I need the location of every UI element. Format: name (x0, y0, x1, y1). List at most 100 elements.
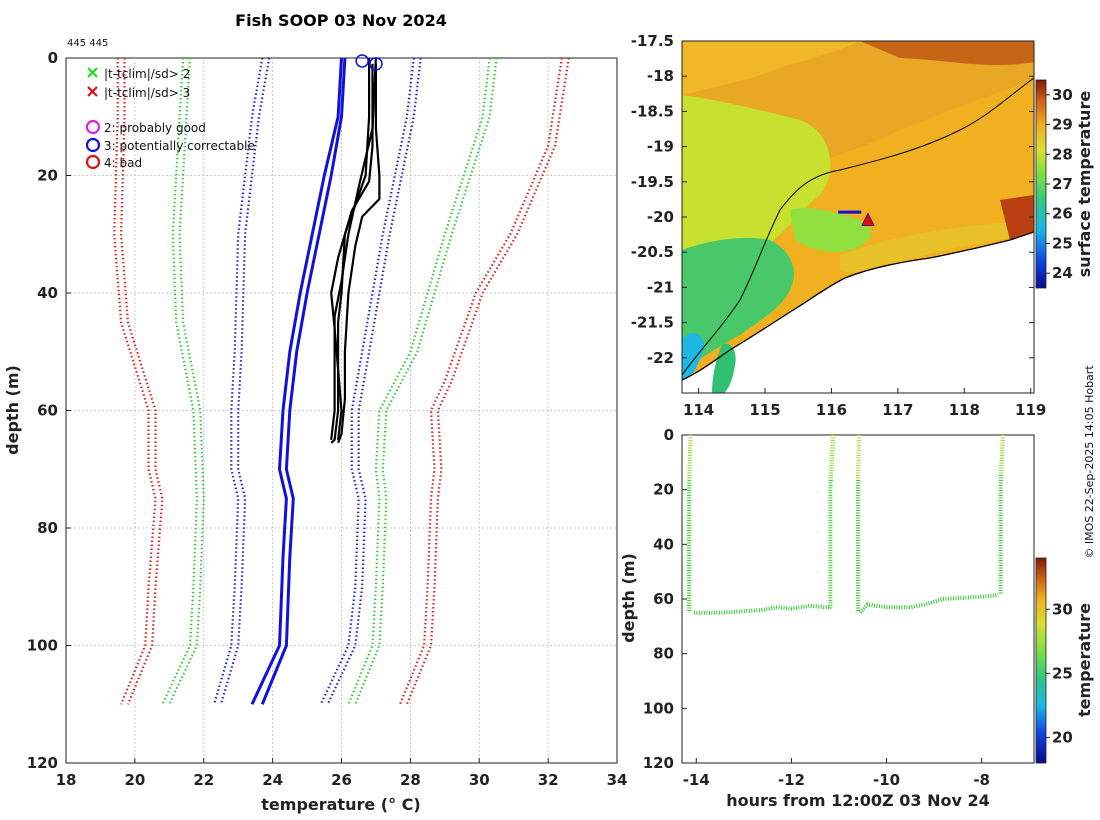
legend-label-flag3: 3: potentially correctable (104, 139, 255, 153)
section-bottom-trace-2 (858, 592, 999, 615)
flag-3-a-marker (355, 54, 369, 68)
profile-panel: 18 20 22 24 26 28 30 32 34 0 20 40 60 80 100 120 temper… (3, 49, 627, 814)
temperature-colorbar (1035, 557, 1047, 764)
mean-profile-lines (250, 58, 347, 705)
section-tick-label-y: 60 (653, 590, 674, 608)
legend-x-green-marker (87, 67, 98, 78)
sst-north-band (682, 41, 860, 95)
legend-circle-blue-marker (85, 137, 101, 153)
clim-3sd-high-b-line (405, 58, 570, 705)
cast-3-line (337, 63, 381, 444)
map-tick-label-y: -22 (647, 349, 674, 367)
cast-profile-lines (330, 58, 381, 444)
profile-x-label: temperature (° C) (261, 795, 420, 814)
legend-circle-magenta-marker (85, 119, 101, 135)
drop-marker-triangle (861, 212, 875, 227)
map-tick-label-x: 118 (949, 401, 980, 419)
mean-a-line (250, 58, 343, 705)
section-tick-label-y: 40 (653, 535, 674, 553)
map-tick-label-y: -21.5 (631, 314, 674, 332)
legend-entry-flag2: 2: probably good (85, 119, 206, 135)
legend-label-3sd: |t-tclim|/sd> 3 (104, 86, 190, 100)
clim-2sd-high-b-line (354, 58, 498, 705)
legend-entry-3sd: |t-tclim|/sd> 3 (87, 86, 190, 100)
profile-legend: |t-tclim|/sd> 2 |t-tclim|/sd> 3 2: proba… (85, 67, 255, 170)
mean-b-line (260, 58, 347, 705)
section-tick-label-x: -10 (873, 771, 900, 789)
clim-1sd-low-a-line (213, 58, 264, 705)
map-ticks: 114 115 116 117 118 119 -17.5 -18 -18.5 -19 -19.5 -… (631, 32, 1047, 419)
sst-inlet (712, 343, 736, 393)
clim-3sd-high-a-line (398, 58, 563, 705)
sst-colorbar-tick-label: 26 (1052, 205, 1073, 223)
section-casts (687, 435, 1006, 615)
id-label: 445 445 (67, 38, 108, 49)
sst-cyan-patch (682, 333, 705, 385)
section-panel: -14 -12 -10 -8 0 20 40 60 80 100 120 hours from 12… (619, 426, 1094, 810)
map-tick-label-x: 116 (816, 401, 847, 419)
map-tick-label-x: 114 (683, 401, 714, 419)
legend-entry-flag3: 3: potentially correctable (85, 137, 255, 153)
sst-map (682, 41, 1034, 393)
sst-colorbar-tick-label: 24 (1052, 264, 1073, 282)
legend-entry-flag4: 4: bad (85, 154, 142, 170)
section-tick-label-y: 80 (653, 645, 674, 663)
map-tick-label-y: -19 (647, 138, 674, 156)
legend-label-flag2: 2: probably good (104, 121, 206, 135)
cast-2-line (330, 58, 377, 441)
profile-tick-label-y: 120 (27, 754, 58, 772)
temperature-colorbar-label: temperature (1075, 603, 1094, 717)
map-tick-label-y: -17.5 (631, 32, 674, 50)
sst-east-hot (1000, 195, 1034, 240)
map-panel: 114 115 116 117 118 119 -17.5 -18 -18.5 -19 -19.5 -… (631, 32, 1094, 419)
section-ticks: -14 -12 -10 -8 0 20 40 60 80 100 120 (643, 426, 990, 789)
temperature-colorbar-tick-label: 20 (1052, 728, 1073, 746)
map-tick-label-y: -20 (647, 208, 674, 226)
map-tick-label-y: -19.5 (631, 173, 674, 191)
profile-tick-label-x: 30 (469, 771, 490, 789)
sst-colorbar (1035, 79, 1047, 289)
clim-1sd-high-b-line (326, 58, 422, 705)
sst-green-eddy (790, 208, 871, 252)
sst-colorbar-tick-label: 25 (1052, 234, 1073, 252)
map-tick-label-x: 115 (749, 401, 780, 419)
map-tick-label-y: -18 (647, 67, 674, 85)
profile-tick-label-x: 26 (331, 771, 352, 789)
profile-tick-label-y: 0 (48, 49, 58, 67)
flag-3-b-marker (369, 57, 383, 71)
section-tick-label-x: -14 (683, 771, 710, 789)
sst-offshore-warm (682, 41, 1034, 240)
profile-tick-label-x: 32 (538, 771, 559, 789)
sst-colorbar-tick-label: 30 (1052, 86, 1073, 104)
sst-colorbar-tick-label: 29 (1052, 116, 1073, 134)
profile-tick-label-x: 34 (607, 771, 628, 789)
section-tick-label-y: 100 (643, 699, 674, 717)
map-tick-label-y: -20.5 (631, 243, 674, 261)
clim-2sd-high-a-line (347, 58, 491, 705)
temperature-colorbar-tick-label: 30 (1052, 600, 1073, 618)
map-tick-label-x: 117 (882, 401, 913, 419)
legend-label-flag4: 4: bad (104, 156, 142, 170)
profile-tick-label-x: 20 (124, 771, 145, 789)
section-cast-top-4 (998, 435, 1006, 475)
profile-ticks: 18 20 22 24 26 28 30 32 34 0 20 40 60 80 100 120 (27, 49, 628, 789)
map-tick-label-y: -18.5 (631, 102, 674, 120)
profile-tick-label-x: 24 (262, 771, 283, 789)
clim-1sd-high-a-line (319, 58, 415, 705)
cast-4-line (330, 63, 374, 441)
profile-tick-label-x: 18 (56, 771, 77, 789)
map-tick-label-y: -21 (647, 278, 674, 296)
temperature-colorbar-ticks: 20 25 30 (1046, 600, 1073, 746)
sst-northeast-hot (860, 41, 1034, 66)
section-tick-label-x: -8 (973, 771, 990, 789)
sst-coastal-band (840, 220, 1034, 273)
profile-grid (66, 58, 617, 763)
section-tick-label-y: 120 (643, 754, 674, 772)
climatology-lines (113, 58, 570, 705)
profile-tick-label-y: 100 (27, 637, 58, 655)
sst-colorbar-label: surface temperature (1075, 91, 1094, 278)
profile-tick-label-x: 28 (400, 771, 421, 789)
profile-tick-label-y: 40 (37, 284, 58, 302)
temperature-colorbar-tick-label: 25 (1052, 664, 1073, 682)
